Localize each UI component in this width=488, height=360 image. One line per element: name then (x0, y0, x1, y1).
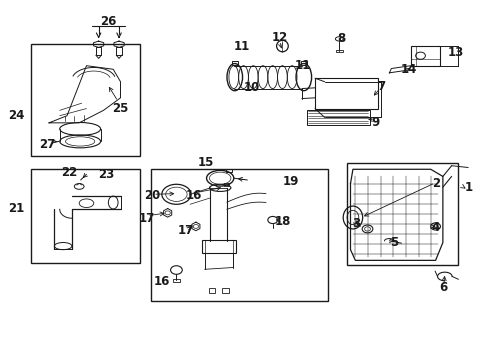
Text: 10: 10 (244, 81, 260, 94)
Bar (346, 163, 458, 265)
Text: 1: 1 (464, 181, 472, 194)
Text: 24: 24 (8, 109, 24, 122)
Bar (208, 288, 215, 293)
Text: 21: 21 (8, 202, 24, 215)
Text: 18: 18 (274, 215, 290, 228)
Text: 5: 5 (389, 236, 398, 249)
Text: 14: 14 (400, 63, 416, 76)
Text: 16: 16 (185, 189, 201, 202)
Text: 27: 27 (40, 138, 56, 151)
Bar (116, 48, 122, 55)
Text: 13: 13 (447, 46, 463, 59)
Bar (231, 62, 237, 65)
Bar (96, 48, 101, 55)
Text: 20: 20 (143, 189, 160, 202)
Text: 19: 19 (282, 175, 298, 188)
Text: 17: 17 (178, 224, 194, 237)
Polygon shape (388, 66, 410, 73)
Text: 12: 12 (271, 31, 287, 44)
Bar (225, 169, 231, 172)
Bar (201, 240, 235, 253)
Text: 15: 15 (197, 156, 213, 169)
Bar (335, 50, 342, 52)
Bar (300, 62, 306, 65)
Text: 8: 8 (337, 32, 345, 45)
Text: 11: 11 (233, 40, 250, 53)
Bar (306, 110, 369, 125)
Bar (30, 44, 140, 157)
Bar (410, 46, 439, 66)
Bar (151, 168, 327, 301)
Text: 17: 17 (139, 212, 155, 225)
Text: 4: 4 (430, 221, 439, 234)
Text: 2: 2 (431, 177, 440, 190)
Text: 6: 6 (438, 282, 446, 294)
Bar (224, 183, 228, 186)
Bar (173, 279, 180, 282)
Text: 25: 25 (112, 102, 128, 115)
Text: 7: 7 (377, 80, 385, 93)
Text: 22: 22 (61, 166, 78, 179)
Bar (314, 78, 377, 109)
Text: 16: 16 (153, 275, 170, 288)
Bar (30, 169, 140, 263)
Text: 3: 3 (351, 217, 360, 230)
Text: 26: 26 (100, 14, 116, 27)
Text: 9: 9 (371, 116, 379, 129)
Text: 11: 11 (294, 59, 310, 72)
Bar (222, 288, 228, 293)
Text: 23: 23 (98, 168, 114, 181)
